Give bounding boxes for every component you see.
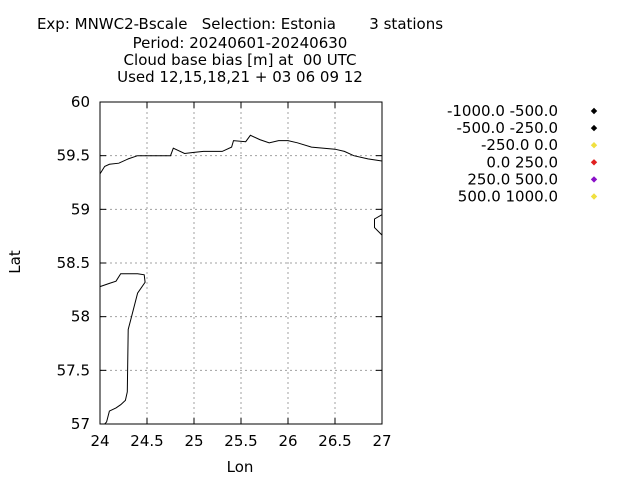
y-tick-labels: 57 57.5 58 58.5 59 59.5 60 [57,93,90,433]
x-tick-label: 25.5 [224,432,257,450]
legend-label: -500.0 -250.0 [457,119,558,137]
coastline-2 [374,214,383,236]
x-tick-label: 24 [90,432,109,450]
legend-label: -1000.0 -500.0 [447,102,558,120]
coastlines [99,134,383,425]
legend-label: 250.0 500.0 [467,170,558,188]
y-tick-label: 59 [71,200,90,218]
legend-marker [590,159,598,166]
legend-marker [590,124,598,132]
legend: -1000.0 -500.0-500.0 -250.0-250.0 0.00.0… [447,102,598,206]
x-axis-label: Lon [227,458,254,476]
header-line-3: Cloud base bias [m] at 00 UTC [123,51,357,69]
x-tick-label: 26 [278,432,297,450]
y-axis-label: Lat [6,250,24,274]
y-tick-label: 58 [71,308,90,326]
legend-marker [590,107,598,115]
x-tick-label: 24.5 [130,432,163,450]
header-line-4: Used 12,15,18,21 + 03 06 09 12 [117,68,363,86]
y-tick-label: 57.5 [57,361,90,379]
x-tick-labels: 24 24.5 25 25.5 26 26.5 27 [90,432,391,450]
legend-label: -250.0 0.0 [481,136,558,154]
y-tick-label: 58.5 [57,254,90,272]
coastline-1 [99,134,383,175]
legend-label: 0.0 250.0 [486,153,558,171]
x-tick-label: 27 [372,432,391,450]
header-line-2: Period: 20240601-20240630 [132,34,348,52]
legend-marker [590,193,598,200]
tick-marks [99,101,383,425]
y-tick-label: 60 [71,93,90,111]
legend-marker [590,176,598,183]
coastline-3 [99,273,146,425]
header-line-1: Exp: MNWC2-Bscale Selection: Estonia 3 s… [36,15,444,33]
y-tick-label: 59.5 [57,147,90,165]
legend-marker [590,142,598,149]
x-tick-label: 26.5 [318,432,351,450]
y-tick-label: 57 [71,415,90,433]
legend-label: 500.0 1000.0 [458,188,558,206]
x-tick-label: 25 [184,432,203,450]
